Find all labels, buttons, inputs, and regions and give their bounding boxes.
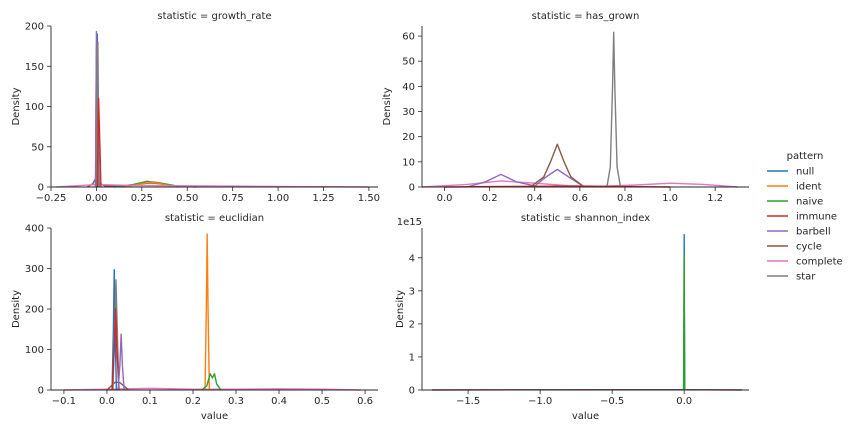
x-tick-label: 0.0 [99,396,115,407]
series-barbell-line [118,334,124,390]
y-tick-label: 40 [402,82,415,93]
x-tick-label: 0.0 [676,396,692,407]
y-tick-label: 0 [38,386,44,397]
legend-label-barbell: barbell [796,227,831,238]
legend-label-star: star [796,272,816,283]
x-tick-label: 0.2 [482,193,498,204]
y-offset-label: 1e15 [397,217,422,228]
y-tick-label: 200 [25,22,44,33]
legend-label-null: null [796,167,814,178]
y-tick-label: 20 [402,132,415,143]
y-tick-label: 50 [31,142,44,153]
y-tick-label: 150 [25,62,44,73]
legend-label-naive: naive [796,197,823,208]
legend-label-immune: immune [796,212,837,223]
x-tick-label: 0.1 [142,396,158,407]
x-tick-label: 0.6 [572,193,588,204]
x-tick-label: 1.50 [358,193,380,204]
x-tick-label: 1.25 [312,193,334,204]
series-naive-line [684,254,685,390]
panel-title: statistic = has_grown [532,11,640,22]
x-tick-label: 1.0 [662,193,678,204]
x-tick-label: 0.5 [314,396,330,407]
x-tick-label: 0.00 [85,193,107,204]
y-tick-label: 100 [25,345,44,356]
panel-4: −1.5 −1.0 −0.5 0.0 0 1 2 3 4 1e15 statistic = shan… [395,213,749,422]
y-tick-label: 3 [409,286,415,297]
x-tick-label: 0.8 [617,193,633,204]
y-tick-label: 10 [402,157,415,168]
y-tick-label: 0 [409,386,415,397]
legend-label-ident: ident [796,182,822,193]
panel-1: −0.25 0.00 0.25 0.50 0.75 1.00 1.25 1.50 0 50 100 1… [11,11,380,204]
y-axis-label: Density [11,87,22,125]
legend-label-complete: complete [796,257,843,268]
x-tick-label: −0.1 [52,396,76,407]
y-tick-label: 400 [25,224,44,235]
x-tick-label: 0.75 [222,193,244,204]
x-axis-label: value [572,411,599,422]
panel-2: 0.0 0.2 0.4 0.6 0.8 1.0 1.2 0 10 20 30 40 50 60 statis… [382,11,749,204]
y-tick-label: 4 [409,253,415,264]
y-tick-label: 60 [402,32,415,43]
y-tick-label: 1 [409,352,415,363]
panel-title: statistic = shannon_index [521,213,650,224]
x-tick-label: 0.0 [437,193,453,204]
legend-label-cycle: cycle [796,242,822,253]
series-star-line [607,32,621,187]
x-tick-label: 0.4 [271,396,287,407]
x-tick-label: 1.00 [267,193,289,204]
y-tick-label: 30 [402,107,415,118]
series-barbell-line [467,169,584,187]
x-tick-label: 0.50 [176,193,198,204]
y-tick-label: 100 [25,102,44,113]
series-cycle-line [530,144,584,187]
panel-title: statistic = growth_rate [157,11,271,22]
x-tick-label: 0.2 [185,396,201,407]
x-tick-label: 0.3 [228,396,244,407]
y-axis-label: Density [382,87,393,125]
series-ident-line [205,234,209,390]
y-tick-label: 300 [25,264,44,275]
x-tick-label: 0.6 [357,396,373,407]
y-tick-label: 50 [402,57,415,68]
x-tick-label: 1.2 [707,193,723,204]
x-tick-label: 0.4 [527,193,543,204]
x-tick-label: −1.0 [528,396,552,407]
panel-3: −0.1 0.0 0.1 0.2 0.3 0.4 0.5 0.6 0 100 200 300 400 st… [11,213,378,422]
legend-title: pattern [787,151,824,162]
x-tick-label: −0.25 [36,193,67,204]
y-tick-label: 0 [38,183,44,194]
y-tick-label: 200 [25,305,44,316]
y-tick-label: 2 [409,319,415,330]
legend: pattern null ident naive immune barbell cycle c… [767,151,843,283]
y-axis-label: Density [11,290,22,328]
x-tick-label: −0.5 [600,396,624,407]
x-tick-label: 0.25 [131,193,153,204]
x-tick-label: −1.5 [456,396,480,407]
y-tick-label: 0 [409,183,415,194]
panel-title: statistic = euclidian [165,213,264,224]
x-axis-label: value [201,411,228,422]
y-axis-label: Density [395,290,406,328]
